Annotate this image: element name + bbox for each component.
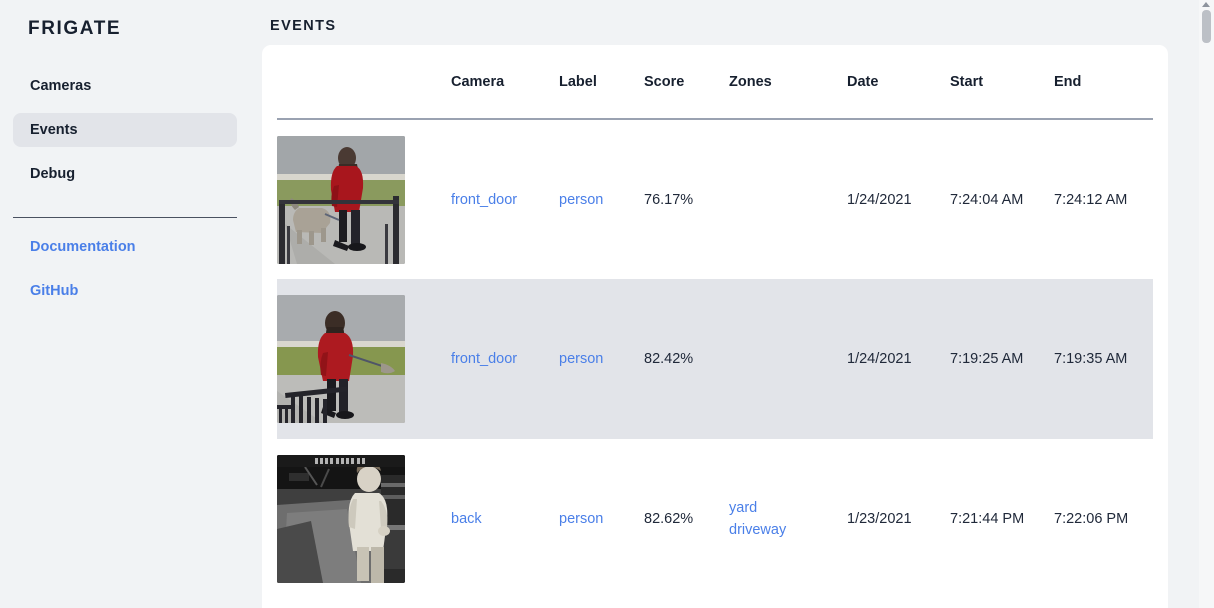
column-header-camera: Camera: [451, 45, 559, 120]
event-zones-cell: yard driveway: [729, 439, 847, 599]
event-zones-cell: [729, 279, 847, 439]
event-thumbnail-image[interactable]: [277, 295, 405, 423]
event-label-cell: person: [559, 279, 644, 439]
events-card: Camera Label Score Zones Date Start End: [262, 45, 1168, 608]
sidebar-item-events[interactable]: Events: [13, 113, 237, 147]
column-header-date: Date: [847, 45, 950, 120]
event-date-cell: 1/24/2021: [847, 191, 912, 208]
table-header-row: Camera Label Score Zones Date Start End: [277, 45, 1153, 120]
page-scrollbar[interactable]: [1199, 0, 1214, 608]
event-thumbnail-cell[interactable]: [277, 279, 451, 439]
event-start-cell: 7:24:04 AM: [950, 191, 1024, 208]
main-content: EVENTS Camera Label Score Zones Date Sta…: [250, 0, 1214, 608]
column-header-label: Label: [559, 45, 644, 120]
event-zones-cell: [729, 119, 847, 279]
event-end-cell: 7:22:06 PM: [1054, 511, 1129, 527]
event-zones-list: yard driveway: [729, 497, 847, 542]
sidebar-nav: Cameras Events Debug: [0, 69, 250, 191]
event-label-link[interactable]: person: [559, 351, 604, 367]
sidebar-item-label: Debug: [30, 166, 76, 182]
column-header-score: Score: [644, 45, 729, 120]
sidebar-external-links: Documentation GitHub: [0, 232, 250, 306]
event-thumbnail-cell[interactable]: [277, 119, 451, 279]
sidebar-item-cameras[interactable]: Cameras: [13, 69, 237, 103]
event-label-link[interactable]: person: [559, 511, 604, 527]
event-end-cell: 7:19:35 AM: [1054, 279, 1153, 439]
event-camera-link[interactable]: back: [451, 511, 482, 527]
event-camera-cell: front_door: [451, 279, 559, 439]
column-header-thumbnail: [277, 45, 451, 120]
app-brand-title: FRIGATE: [28, 18, 122, 39]
table-row[interactable]: front_door person 82.42% 1/24/2021 7:19:…: [277, 279, 1153, 439]
events-table-header: Camera Label Score Zones Date Start End: [277, 45, 1153, 120]
event-start-cell: 7:21:44 PM: [950, 511, 1025, 527]
event-camera-link[interactable]: front_door: [451, 191, 518, 208]
event-thumbnail-image[interactable]: [277, 135, 405, 264]
scroll-up-arrow-icon[interactable]: [1202, 2, 1210, 7]
sidebar-item-label: Events: [30, 122, 78, 138]
column-header-start: Start: [950, 45, 1054, 120]
event-end-cell: 7:24:12 AM: [1054, 191, 1128, 208]
event-zone-link[interactable]: driveway: [729, 522, 787, 538]
event-label-link[interactable]: person: [559, 191, 604, 208]
event-score-cell: 82.42%: [644, 279, 729, 439]
event-thumbnail-image[interactable]: [277, 455, 405, 583]
sidebar-item-label: Cameras: [30, 78, 92, 94]
page-title: EVENTS: [270, 18, 337, 34]
event-start-cell: 7:19:25 AM: [950, 279, 1054, 439]
table-row[interactable]: front_door person 76.17% 1/24/2021 7:24:…: [277, 119, 1153, 279]
event-thumbnail-cell[interactable]: [277, 439, 451, 599]
sidebar-link-documentation[interactable]: Documentation: [13, 232, 237, 262]
column-header-zones: Zones: [729, 45, 847, 120]
sidebar-link-label: GitHub: [30, 283, 79, 299]
event-date-cell: 1/24/2021: [847, 279, 950, 439]
sidebar-divider: [13, 217, 237, 218]
event-score-cell: 76.17%: [644, 191, 694, 208]
table-row[interactable]: back person 82.62% yard driveway 1/23/202…: [277, 439, 1153, 599]
event-camera-cell: back: [451, 439, 559, 599]
event-score-cell: 82.62%: [644, 511, 694, 527]
events-table: Camera Label Score Zones Date Start End: [277, 45, 1153, 599]
event-label-cell: person: [559, 439, 644, 599]
event-date-cell: 1/23/2021: [847, 511, 912, 527]
scrollbar-thumb[interactable]: [1202, 10, 1211, 43]
sidebar-link-label: Documentation: [30, 239, 136, 255]
event-label-cell: person: [559, 119, 644, 279]
event-camera-link[interactable]: front_door: [451, 351, 518, 367]
event-camera-cell: front_door: [451, 119, 559, 279]
sidebar-item-debug[interactable]: Debug: [13, 157, 237, 191]
sidebar-link-github[interactable]: GitHub: [13, 276, 237, 306]
event-zone-link[interactable]: yard: [729, 499, 758, 516]
column-header-end: End: [1054, 45, 1153, 120]
events-table-body: front_door person 76.17% 1/24/2021 7:24:…: [277, 119, 1153, 599]
sidebar: FRIGATE Cameras Events Debug Documentati…: [0, 0, 250, 608]
